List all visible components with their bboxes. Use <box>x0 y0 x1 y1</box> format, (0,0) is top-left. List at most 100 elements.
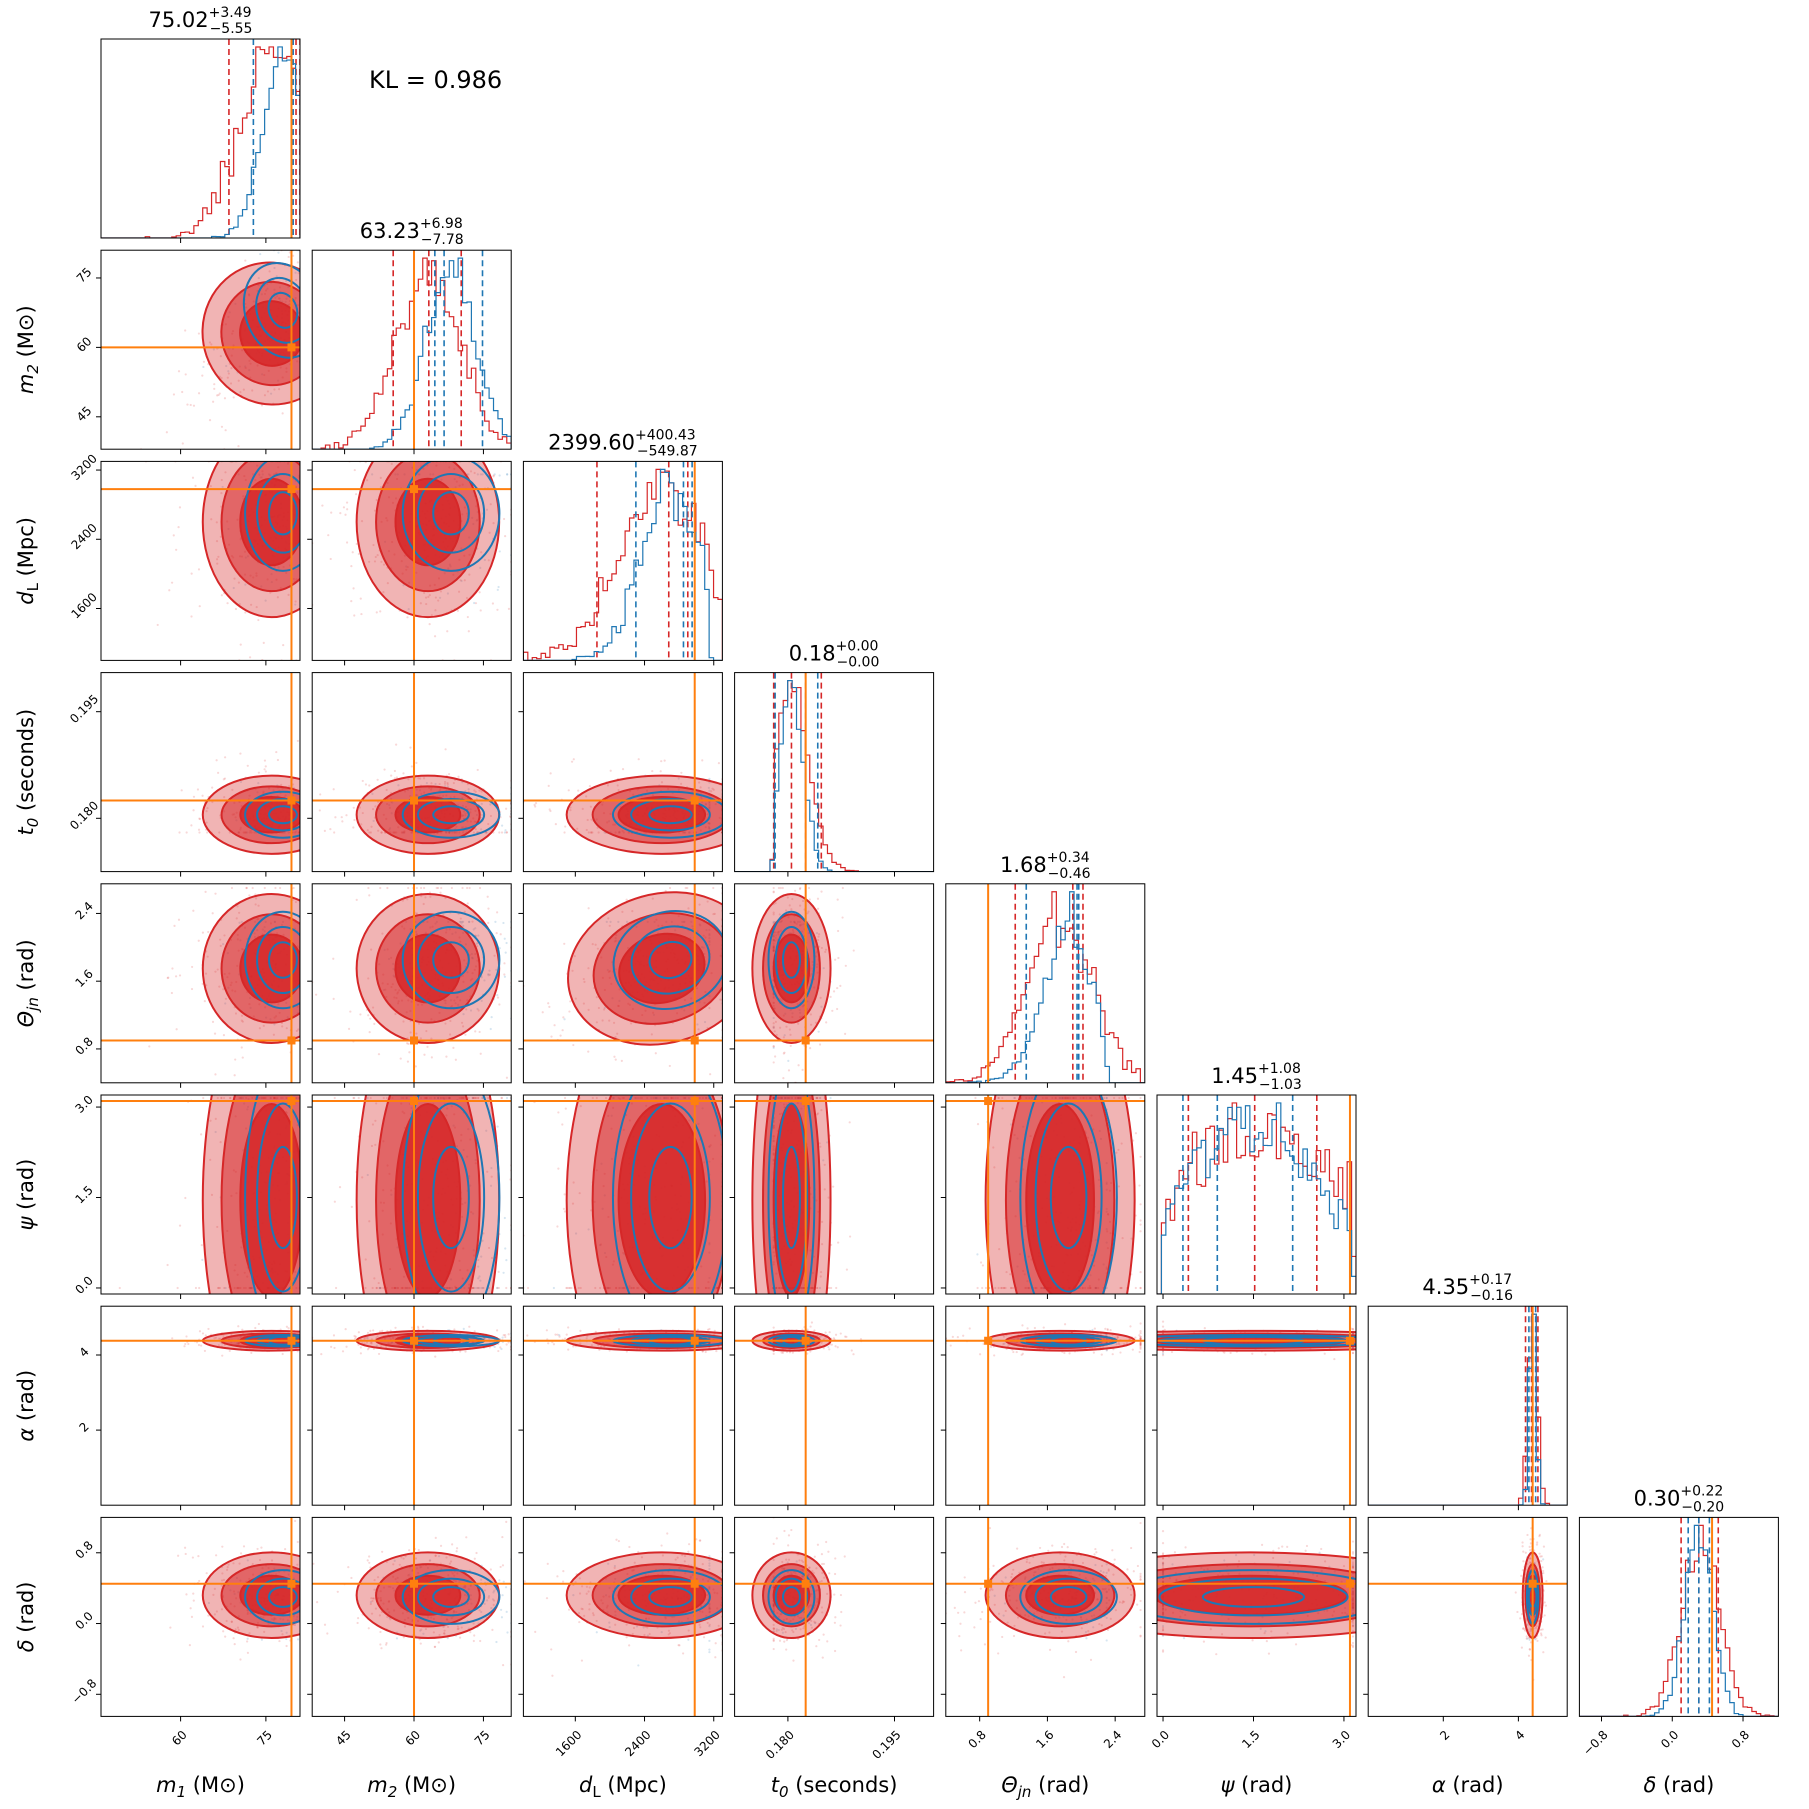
red-sample-point <box>302 966 304 968</box>
red-sample-point <box>190 824 193 827</box>
y-tick-label: 1.5 <box>72 1183 95 1206</box>
red-sample-point <box>237 445 240 448</box>
red-sample-point <box>302 961 304 963</box>
red-sample-point <box>474 790 477 793</box>
blue-sample-point <box>302 924 304 926</box>
red-sample-point <box>467 1096 470 1100</box>
red-sample-point <box>220 376 223 380</box>
red-sample-point <box>376 778 379 781</box>
red-sample-point <box>302 1287 304 1289</box>
blue-sample-point <box>302 286 304 288</box>
red-sample-point <box>302 313 304 315</box>
blue-sample-point <box>302 257 304 259</box>
red-sample-point <box>321 504 324 507</box>
red-sample-point <box>452 1046 455 1049</box>
y-tick-label: 0.195 <box>67 692 101 726</box>
red-sample-point <box>302 484 304 486</box>
blue-sample-point <box>302 530 304 532</box>
red-sample-point <box>801 899 805 903</box>
blue-sample-point <box>302 823 304 825</box>
red-sample-point <box>487 907 490 910</box>
red-sample-point <box>302 817 304 819</box>
blue-sample-point <box>488 969 491 972</box>
red-sample-point <box>799 904 802 907</box>
blue-sample-point <box>302 955 304 957</box>
blue-contour-level-2 <box>774 925 809 995</box>
red-sample-point <box>302 507 304 509</box>
red-sample-point <box>485 831 488 834</box>
red-sample-point <box>816 907 820 910</box>
red-sample-point <box>208 419 212 422</box>
red-sample-point <box>220 1096 223 1100</box>
red-sample-point <box>302 1287 304 1289</box>
blue-sample-point <box>302 1188 304 1190</box>
red-sample-point <box>302 999 304 1001</box>
red-sample-point <box>268 270 271 273</box>
red-sample-point <box>296 261 299 264</box>
red-sample-point <box>170 991 173 995</box>
red-sample-point <box>553 1024 556 1027</box>
red-sample-point <box>774 901 777 905</box>
red-sample-point <box>422 886 426 890</box>
red-sample-point <box>447 772 451 776</box>
red-sample-point <box>192 809 195 812</box>
blue-sample-point <box>708 781 711 784</box>
red-sample-point <box>473 1096 476 1100</box>
red-sample-point <box>831 1009 834 1012</box>
red-sample-point <box>686 886 689 890</box>
red-sample-point <box>302 817 304 819</box>
red-sample-point <box>474 1096 477 1100</box>
blue-sample-point <box>497 585 500 589</box>
y-tick-label: 3.0 <box>72 1093 95 1116</box>
red-sample-point <box>427 595 430 598</box>
red-sample-point <box>464 1033 467 1036</box>
blue-sample-point <box>479 566 482 569</box>
red-sample-point <box>302 1097 304 1099</box>
red-sample-point <box>452 781 455 785</box>
blue-contour-level-3 <box>648 940 693 980</box>
blue-sample-point <box>498 947 501 950</box>
red-sample-point <box>172 393 176 396</box>
red-sample-point <box>302 1287 304 1289</box>
red-sample-point <box>569 806 572 809</box>
red-sample-point <box>571 969 574 972</box>
red-sample-point <box>302 1233 304 1235</box>
blue-sample-point <box>772 921 775 924</box>
red-sample-point <box>430 782 433 785</box>
red-sample-point <box>262 641 265 644</box>
red-sample-point <box>712 912 715 916</box>
red-sample-point <box>234 1058 237 1061</box>
blue-sample-point <box>302 1283 304 1285</box>
blue-sample-point <box>490 1166 493 1170</box>
blue-sample-point <box>302 921 304 923</box>
red-sample-point <box>439 891 442 894</box>
red-sample-point <box>302 552 304 554</box>
blue-contour-level-3 <box>432 1145 470 1250</box>
red-sample-point <box>329 557 332 561</box>
red-sample-point <box>789 1044 792 1048</box>
red-sample-point <box>302 900 304 902</box>
red-sample-point <box>224 471 227 474</box>
red-sample-point <box>302 354 304 356</box>
red-sample-point <box>266 390 270 393</box>
red-sample-point <box>474 1030 477 1033</box>
red-sample-point <box>302 1287 304 1289</box>
blue-sample-point <box>302 1204 304 1206</box>
panel-t0-m2 <box>307 672 512 877</box>
red-sample-point <box>302 1097 304 1099</box>
red-sample-point <box>302 528 304 530</box>
panel-frame <box>522 460 723 661</box>
red-sample-point <box>302 322 304 324</box>
red-sample-point <box>302 541 304 543</box>
blue-sample-point <box>302 276 304 278</box>
red-sample-point <box>302 1187 304 1189</box>
red-sample-point <box>302 249 304 251</box>
red-sample-point <box>291 783 295 786</box>
truth-marker <box>287 1097 296 1106</box>
red-sample-point <box>201 931 205 934</box>
red-sample-point <box>302 510 304 512</box>
red-sample-point <box>373 509 377 512</box>
red-sample-point <box>480 551 483 554</box>
red-sample-point <box>631 910 634 913</box>
red-sample-point <box>302 249 304 251</box>
